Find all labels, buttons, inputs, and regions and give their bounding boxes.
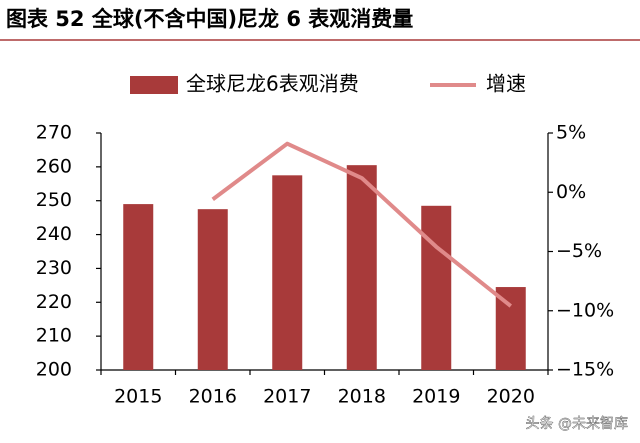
y-tick-label: 210	[36, 325, 72, 347]
y2-tick-label: 0%	[556, 181, 586, 203]
bar	[346, 165, 377, 370]
x-tick-label: 2015	[114, 386, 162, 408]
bar	[197, 209, 228, 370]
legend-label: 全球尼龙6表观消费	[186, 72, 359, 96]
y-tick-label: 220	[36, 291, 72, 313]
legend-label: 增速	[486, 72, 526, 96]
y2-tick-label: −10%	[556, 299, 614, 321]
y-tick-label: 240	[36, 223, 72, 245]
x-tick-label: 2018	[338, 386, 386, 408]
y2-tick-label: 5%	[556, 122, 586, 144]
bar	[123, 204, 154, 370]
y-tick-label: 260	[36, 155, 72, 177]
y2-tick-label: −15%	[556, 359, 614, 381]
x-tick-label: 2020	[487, 386, 535, 408]
y-tick-label: 200	[36, 359, 72, 381]
bar	[495, 287, 526, 370]
legend-swatch	[130, 76, 178, 94]
x-tick-label: 2016	[189, 386, 237, 408]
y-tick-label: 230	[36, 257, 72, 279]
y-tick-label: 250	[36, 189, 72, 211]
x-tick-label: 2019	[412, 386, 460, 408]
chart-title: 图表 52 全球(不含中国)尼龙 6 表观消费量	[6, 7, 413, 31]
line	[211, 141, 512, 308]
y2-tick-label: −5%	[556, 240, 602, 262]
y-tick-label: 270	[36, 122, 72, 144]
bar	[421, 205, 452, 370]
watermark: 头条 @未来智库	[526, 415, 628, 432]
x-tick-label: 2017	[263, 386, 311, 408]
bar	[272, 175, 303, 370]
